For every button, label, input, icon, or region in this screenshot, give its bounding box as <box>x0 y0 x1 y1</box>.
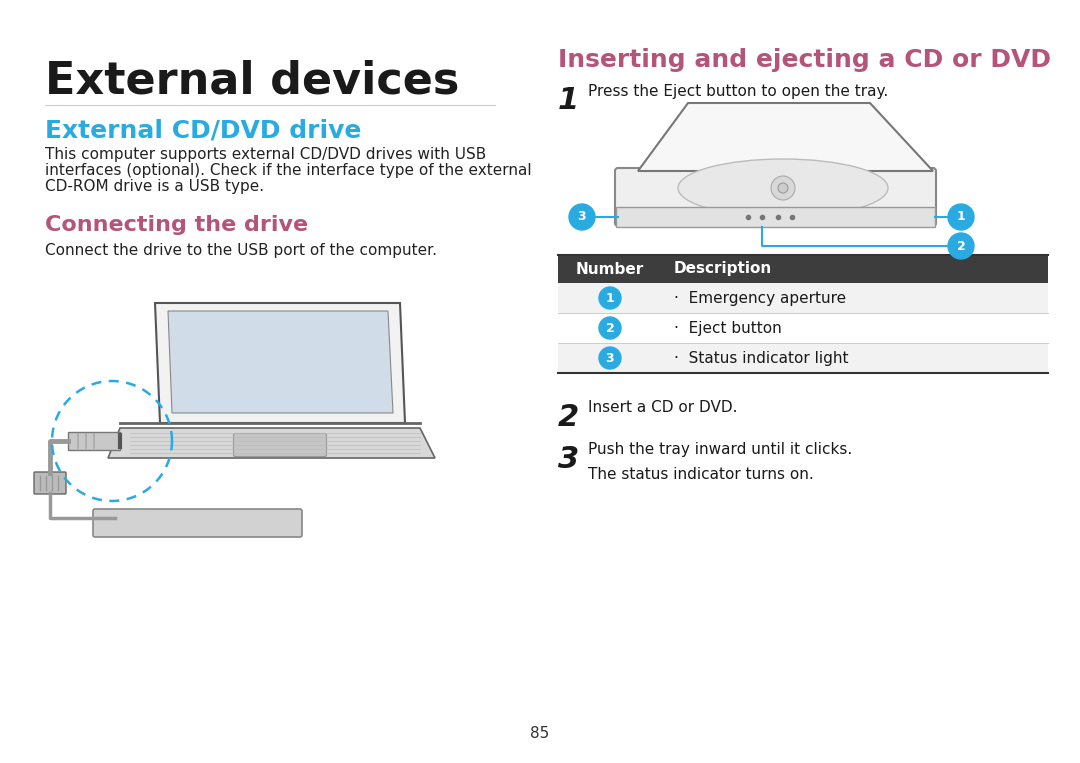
Circle shape <box>948 233 974 259</box>
Text: Inserting and ejecting a CD or DVD: Inserting and ejecting a CD or DVD <box>558 48 1051 72</box>
Text: External devices: External devices <box>45 60 459 103</box>
FancyBboxPatch shape <box>558 283 1048 313</box>
Text: 1: 1 <box>606 291 615 304</box>
Text: External CD/DVD drive: External CD/DVD drive <box>45 118 362 142</box>
FancyBboxPatch shape <box>615 168 936 226</box>
Text: Number: Number <box>576 262 644 276</box>
Text: 2: 2 <box>957 240 966 253</box>
Text: The status indicator turns on.: The status indicator turns on. <box>588 467 813 482</box>
Circle shape <box>599 347 621 369</box>
Text: 3: 3 <box>558 445 579 474</box>
Text: Description: Description <box>674 262 772 276</box>
Circle shape <box>599 317 621 339</box>
Polygon shape <box>168 311 393 413</box>
FancyBboxPatch shape <box>93 509 302 537</box>
Text: 3: 3 <box>578 211 586 224</box>
Polygon shape <box>156 303 405 423</box>
Text: 1: 1 <box>558 86 579 115</box>
Circle shape <box>771 176 795 200</box>
Polygon shape <box>108 428 435 458</box>
Text: 3: 3 <box>606 352 615 365</box>
Polygon shape <box>638 103 933 171</box>
Text: 1: 1 <box>957 211 966 224</box>
Text: 2: 2 <box>606 321 615 334</box>
Polygon shape <box>68 432 120 450</box>
FancyBboxPatch shape <box>33 472 66 494</box>
Circle shape <box>778 183 788 193</box>
Text: 85: 85 <box>530 726 550 741</box>
Circle shape <box>599 287 621 309</box>
FancyBboxPatch shape <box>233 433 326 456</box>
FancyBboxPatch shape <box>558 255 1048 283</box>
Text: ·  Status indicator light: · Status indicator light <box>674 350 849 365</box>
Text: 2: 2 <box>558 403 579 432</box>
Text: Connecting the drive: Connecting the drive <box>45 215 308 235</box>
Text: interfaces (optional). Check if the interface type of the external: interfaces (optional). Check if the inte… <box>45 163 531 178</box>
Ellipse shape <box>678 159 888 217</box>
Text: Press the Eject button to open the tray.: Press the Eject button to open the tray. <box>588 84 888 99</box>
FancyBboxPatch shape <box>558 343 1048 373</box>
Text: ·  Eject button: · Eject button <box>674 320 782 336</box>
FancyBboxPatch shape <box>616 207 935 227</box>
Circle shape <box>569 204 595 230</box>
FancyBboxPatch shape <box>558 313 1048 343</box>
Text: Connect the drive to the USB port of the computer.: Connect the drive to the USB port of the… <box>45 243 437 258</box>
Text: Insert a CD or DVD.: Insert a CD or DVD. <box>588 400 738 415</box>
Text: CD-ROM drive is a USB type.: CD-ROM drive is a USB type. <box>45 179 265 194</box>
Text: This computer supports external CD/DVD drives with USB: This computer supports external CD/DVD d… <box>45 147 486 162</box>
Text: ·  Emergency aperture: · Emergency aperture <box>674 291 846 305</box>
Circle shape <box>948 204 974 230</box>
Text: Push the tray inward until it clicks.: Push the tray inward until it clicks. <box>588 442 852 457</box>
